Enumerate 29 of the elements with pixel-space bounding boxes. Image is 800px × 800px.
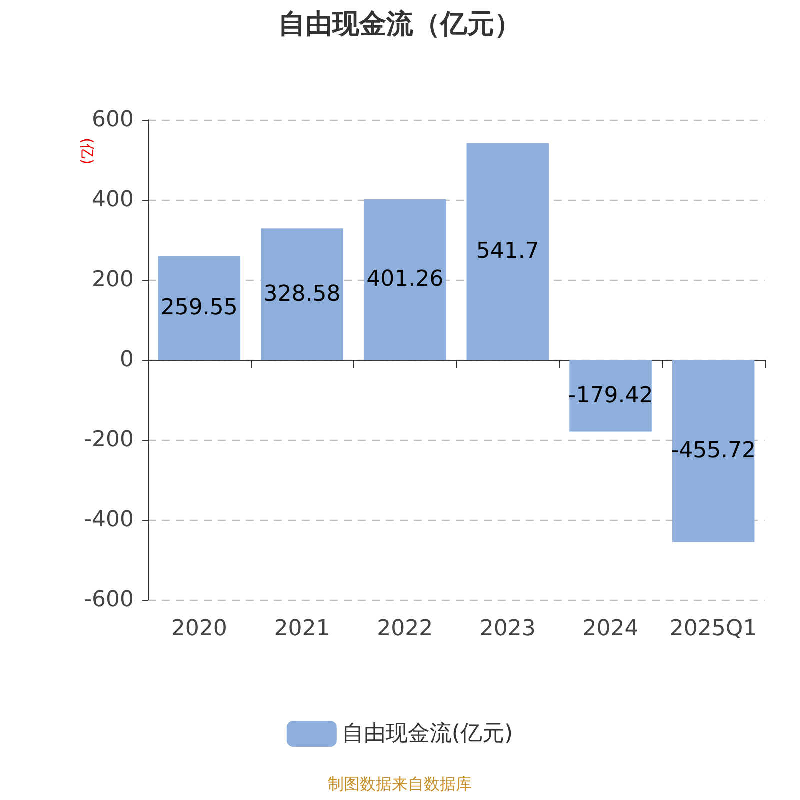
- y-tick-label: -600: [84, 588, 134, 612]
- data-label: 259.55: [160, 296, 238, 321]
- bar: [261, 228, 344, 360]
- legend-label: 自由现金流(亿元): [342, 722, 514, 746]
- x-tick-label: 2025Q1: [670, 616, 758, 642]
- text: 制图数据来自数据库: [328, 774, 472, 794]
- y-tick-label: 600: [92, 108, 134, 132]
- x-tick-label: 2022: [377, 616, 434, 642]
- x-tick-label: 2021: [274, 616, 330, 642]
- y-tick-label: -400: [84, 508, 134, 532]
- bar: [570, 360, 652, 432]
- bar: [466, 143, 550, 360]
- x-tick-label: 2023: [480, 616, 536, 642]
- data-label: 328.58: [264, 282, 341, 307]
- y-tick-label: 200: [92, 268, 134, 292]
- bar: [364, 199, 446, 360]
- x-tick-label: 2020: [171, 616, 228, 642]
- y-tick-label: -200: [84, 428, 134, 452]
- data-label: -455.72: [671, 438, 756, 464]
- y-tick-label: 0: [120, 348, 134, 372]
- y-axis-title: (亿): [78, 138, 96, 165]
- chart-title: 自由现金流（亿元）: [278, 9, 522, 40]
- x-tick-label: 2024: [582, 616, 639, 642]
- bar: [672, 360, 755, 542]
- data-label: -179.42: [568, 383, 654, 408]
- data-label: 401.26: [366, 267, 444, 292]
- bar: [158, 256, 241, 360]
- data-label: 541.7: [476, 239, 540, 264]
- y-tick-label: 400: [92, 188, 134, 212]
